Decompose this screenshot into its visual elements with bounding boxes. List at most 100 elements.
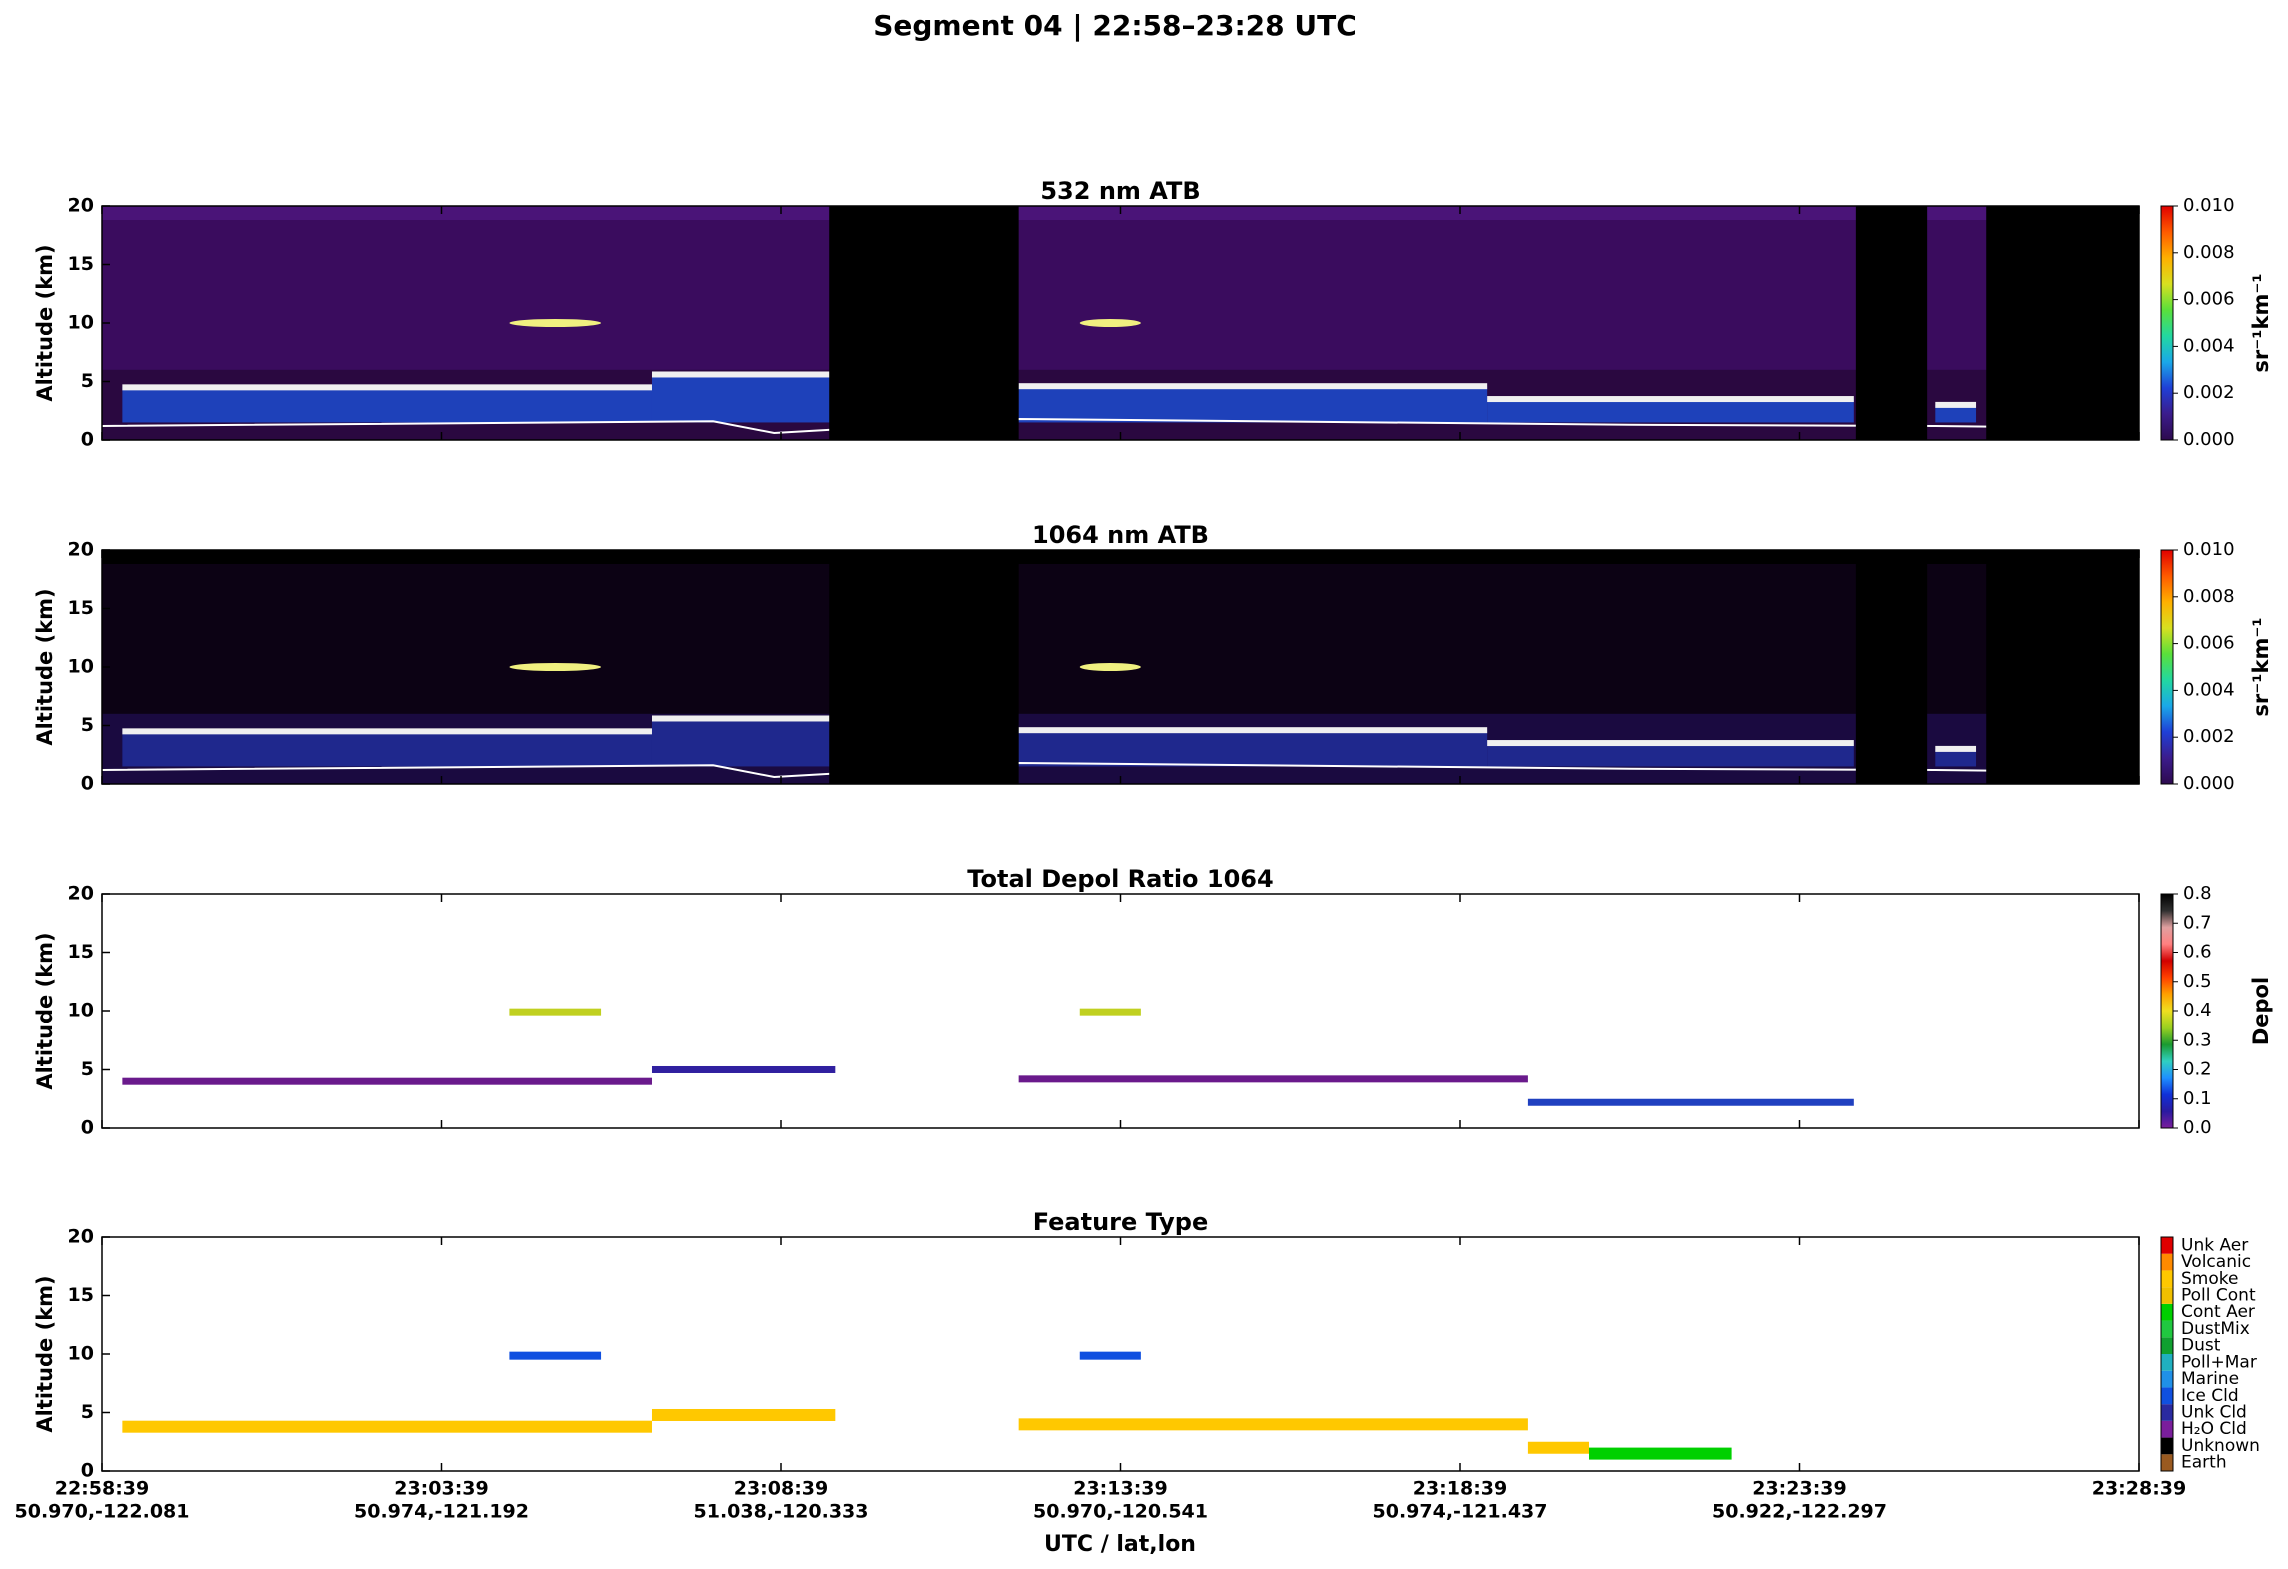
colorbar-tick-label: 0.000 xyxy=(2183,429,2235,450)
colorbar-swatch xyxy=(2161,1387,2173,1405)
feature-layer xyxy=(1527,1441,1590,1454)
colorbar-label: sr⁻¹km⁻¹ xyxy=(2249,273,2273,372)
colorbar-swatch xyxy=(2161,1303,2173,1321)
plot-area xyxy=(102,550,2139,784)
colorbar-tick-label: 0.002 xyxy=(2183,382,2235,403)
colorbar-tick-label: 0.010 xyxy=(2183,195,2235,216)
no-data xyxy=(1855,206,1928,440)
colorbar-swatch xyxy=(2161,1354,2173,1371)
x-tick-label: 50.970,-122.081 xyxy=(15,1501,190,1523)
colorbar-tick-label: 0.000 xyxy=(2183,773,2235,794)
depol-layer xyxy=(651,1065,836,1073)
y-tick-label: 5 xyxy=(81,370,94,392)
y-axis-label: Altitude (km) xyxy=(33,1275,57,1432)
depol-cirrus xyxy=(509,1008,602,1016)
x-tick-label: 51.038,-120.333 xyxy=(694,1501,869,1523)
feature-layer xyxy=(1018,1418,1528,1431)
aerosol-layer xyxy=(1935,404,1977,423)
cirrus xyxy=(1079,663,1141,671)
colorbar-tick-label: 0.006 xyxy=(2183,633,2235,654)
layer-top xyxy=(1018,727,1488,734)
colorbar-frame xyxy=(2160,549,2174,785)
colorbar-frame xyxy=(2160,1236,2174,1472)
cirrus xyxy=(1079,319,1141,327)
x-tick-label: 22:58:39 xyxy=(55,1478,150,1500)
ice-cloud xyxy=(1079,1351,1141,1360)
colorbar-swatch xyxy=(2161,1454,2173,1471)
y-axis-label: Altitude (km) xyxy=(33,588,57,745)
x-tick-label: 50.922,-122.297 xyxy=(1712,1501,1887,1523)
colorbar-tick-label: 0.006 xyxy=(2183,289,2235,310)
colorbar-label: sr⁻¹km⁻¹ xyxy=(2249,617,2273,716)
colorbar-tick-label: 0.004 xyxy=(2183,335,2235,356)
colorbar-swatch xyxy=(2161,1270,2173,1288)
depol-cirrus xyxy=(1079,1008,1141,1016)
y-tick-label: 10 xyxy=(68,656,94,678)
colorbar-swatch xyxy=(2161,1287,2173,1304)
colorbar-class-label: Unk Aer xyxy=(2181,1235,2248,1255)
y-tick-label: 0 xyxy=(81,1117,94,1139)
x-tick-label: 50.974,-121.437 xyxy=(1373,1501,1548,1523)
panel-title: 532 nm ATB xyxy=(1040,177,1200,205)
y-tick-label: 15 xyxy=(68,1284,94,1306)
no-data xyxy=(1986,550,2139,784)
plot-area xyxy=(122,1008,1854,1106)
layer-top xyxy=(651,715,836,722)
y-axis-label: Altitude (km) xyxy=(33,244,57,401)
colorbar-swatch xyxy=(2161,1437,2173,1455)
y-tick-label: 20 xyxy=(68,1226,94,1248)
colorbar-tick-label: 0.010 xyxy=(2183,539,2235,560)
y-tick-label: 10 xyxy=(68,312,94,334)
y-tick-label: 0 xyxy=(81,1460,94,1482)
colorbar-class-label: Unknown xyxy=(2181,1436,2260,1456)
colorbar xyxy=(2161,550,2173,784)
depol-layer xyxy=(122,1077,652,1085)
depol-layer xyxy=(1527,1098,1854,1106)
colorbar-class-label: Marine xyxy=(2181,1369,2239,1389)
colorbar-label: Depol xyxy=(2249,977,2273,1045)
colorbar-swatch xyxy=(2161,1420,2173,1438)
y-axis-label: Altitude (km) xyxy=(33,932,57,1089)
surface-line xyxy=(102,761,2139,778)
colorbar-class-label: Earth xyxy=(2181,1453,2227,1473)
x-axis-label: UTC / lat,lon xyxy=(1044,1532,1196,1557)
no-data xyxy=(829,206,1019,440)
y-tick-label: 0 xyxy=(81,773,94,795)
colorbar-class-label: DustMix xyxy=(2181,1319,2250,1339)
x-tick-label: 50.970,-120.541 xyxy=(1033,1501,1208,1523)
y-tick-label: 15 xyxy=(68,597,94,619)
x-tick-label: 23:28:39 xyxy=(2092,1478,2187,1500)
surface-line xyxy=(102,417,2139,434)
colorbar-tick-label: 0.002 xyxy=(2183,726,2235,747)
colorbar-class-label: Dust xyxy=(2181,1336,2221,1356)
y-tick-label: 20 xyxy=(68,539,94,561)
y-tick-label: 15 xyxy=(68,941,94,963)
feature-layer xyxy=(122,1420,652,1433)
no-data xyxy=(1855,550,1928,784)
aerosol-layer xyxy=(1487,399,1854,423)
x-tick-label: 23:23:39 xyxy=(1752,1478,1847,1500)
layer-top xyxy=(651,371,836,378)
layer-top xyxy=(122,384,652,391)
aerosol-layer xyxy=(1487,743,1854,767)
colorbar-frame xyxy=(2160,893,2174,1129)
colorbar-class-label: Cont Aer xyxy=(2181,1302,2255,1322)
panel-title: Total Depol Ratio 1064 xyxy=(967,865,1273,893)
colorbar-swatch xyxy=(2161,1320,2173,1338)
colorbar-swatch xyxy=(2161,1337,2173,1354)
colorbar-class-label: Ice Cld xyxy=(2181,1386,2239,1406)
feature-layer xyxy=(651,1408,836,1421)
x-tick-label: 50.974,-121.192 xyxy=(354,1501,529,1523)
depol-layer xyxy=(1018,1075,1528,1083)
colorbar xyxy=(2161,894,2173,1128)
feature-layer xyxy=(1589,1447,1732,1460)
layer-top xyxy=(1487,396,1854,403)
aerosol-layer xyxy=(122,387,652,423)
layer-top xyxy=(1487,740,1854,747)
colorbar-tick-label: 0.7 xyxy=(2183,912,2212,933)
colorbar-class-label: Poll Cont xyxy=(2181,1286,2256,1306)
y-tick-label: 10 xyxy=(68,1000,94,1022)
x-tick-label: 23:08:39 xyxy=(734,1478,829,1500)
